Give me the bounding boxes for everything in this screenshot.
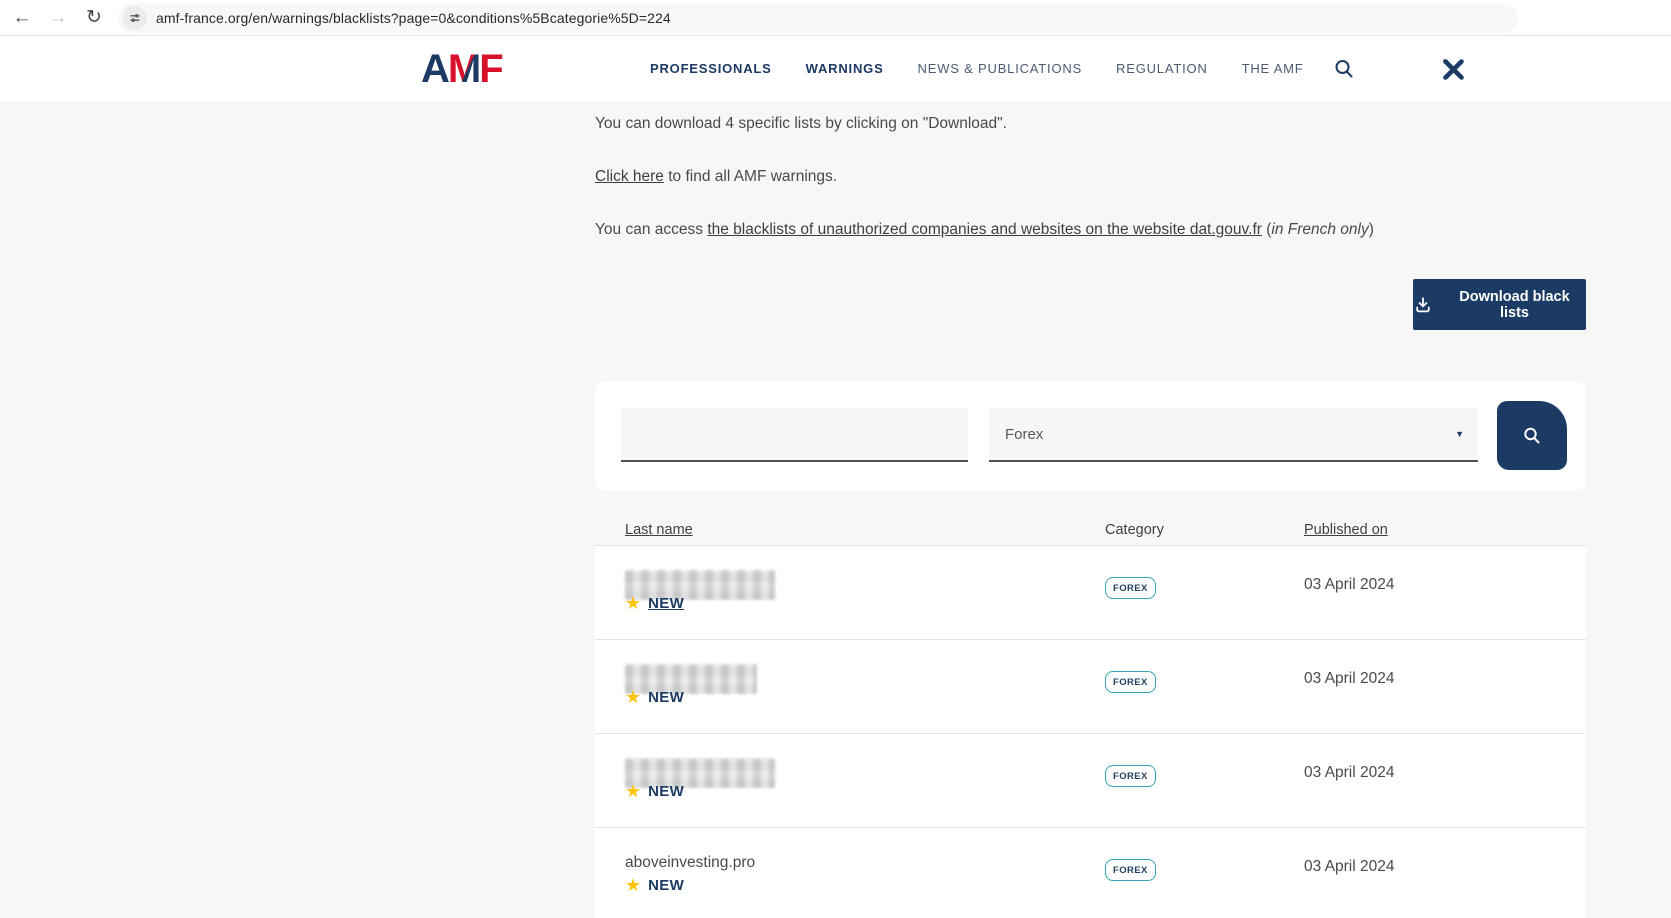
download-blacklists-button[interactable]: Download black lists — [1413, 279, 1586, 330]
published-date: 03 April 2024 — [1304, 858, 1395, 875]
column-header-published[interactable]: Published on — [1304, 522, 1388, 538]
paragraph-3-pre: You can access — [595, 221, 708, 238]
category-badge: FOREX — [1105, 577, 1156, 599]
url-text: amf-france.org/en/warnings/blacklists?pa… — [156, 10, 671, 26]
nav-item-news-publications[interactable]: NEWS & PUBLICATIONS — [917, 61, 1083, 76]
paren-open: ( — [1261, 221, 1272, 238]
click-here-link[interactable]: Click here — [595, 168, 664, 185]
star-icon: ★ — [625, 593, 642, 613]
header-search-icon[interactable] — [1332, 57, 1356, 86]
category-badge: FOREX — [1105, 765, 1156, 787]
published-date: 03 April 2024 — [1304, 764, 1395, 781]
entity-name[interactable] — [625, 664, 757, 694]
nav-item-regulation[interactable]: REGULATION — [1116, 61, 1208, 76]
nav-item-the-amf[interactable]: THE AMF — [1241, 61, 1304, 76]
column-header-category: Category — [1105, 522, 1164, 538]
entity-name[interactable]: aboveinvesting.pro — [625, 854, 756, 871]
chevron-down-icon: ▼ — [1455, 429, 1464, 439]
published-date: 03 April 2024 — [1304, 670, 1395, 687]
entity-name[interactable] — [625, 570, 775, 600]
intro-paragraph-3: You can access the blacklists of unautho… — [595, 219, 1374, 241]
keyword-search-input[interactable] — [621, 408, 968, 462]
download-button-label: Download black lists — [1459, 288, 1570, 321]
star-icon: ★ — [625, 781, 642, 801]
browser-forward-button[interactable]: → — [48, 7, 68, 28]
entity-name[interactable] — [625, 758, 775, 788]
star-icon: ★ — [625, 875, 642, 895]
category-select[interactable]: Forex ▼ — [989, 408, 1478, 462]
new-line: ★ NEW — [625, 688, 684, 706]
new-line: ★ NEW — [625, 782, 684, 800]
table-row[interactable]: ★ NEW FOREX 03 April 2024 — [595, 639, 1586, 733]
new-badge[interactable]: NEW — [648, 688, 685, 706]
logo-letter-m: M — [447, 47, 481, 91]
category-badge: FOREX — [1105, 859, 1156, 881]
browser-back-button[interactable]: ← — [12, 7, 32, 28]
page-main: You can download 4 specific lists by cli… — [0, 101, 1671, 918]
nav-item-professionals[interactable]: PROFESSIONALS — [650, 61, 772, 76]
tools-menu-icon[interactable] — [1441, 57, 1466, 87]
blacklists-external-link[interactable]: the blacklists of unauthorized companies… — [707, 221, 1262, 238]
intro-paragraph-2: Click here to find all AMF warnings. — [595, 166, 837, 188]
new-line: ★ NEW — [625, 594, 684, 612]
published-date: 03 April 2024 — [1304, 576, 1395, 593]
filter-card: Forex ▼ — [595, 381, 1586, 491]
logo-letter-f: F — [479, 47, 503, 91]
table-row[interactable]: aboveinvesting.pro ★ NEW FOREX 03 April … — [595, 827, 1586, 918]
intro-paragraph-1: You can download 4 specific lists by cli… — [595, 115, 1007, 132]
site-header: AMF PROFESSIONALS WARNINGS NEWS & PUBLICAT… — [0, 36, 1671, 101]
category-badge: FOREX — [1105, 671, 1156, 693]
browser-toolbar: ← → ↻ amf-france.org/en/warnings/blackli… — [0, 0, 1671, 36]
amf-logo[interactable]: AMF — [421, 47, 504, 91]
filter-search-button[interactable] — [1497, 401, 1567, 470]
table-body: ★ NEW FOREX 03 April 2024 ★ NEW FOREX 03… — [595, 545, 1586, 918]
new-badge[interactable]: NEW — [648, 782, 685, 800]
search-icon — [1524, 427, 1540, 443]
paren-close: ) — [1368, 221, 1374, 238]
star-icon: ★ — [625, 687, 642, 707]
new-badge[interactable]: NEW — [648, 876, 685, 894]
column-header-last-name[interactable]: Last name — [625, 522, 693, 538]
table-row[interactable]: ★ NEW FOREX 03 April 2024 — [595, 545, 1586, 639]
french-only-note: in French only — [1271, 221, 1369, 238]
nav-item-warnings[interactable]: WARNINGS — [805, 61, 884, 76]
logo-letter-a: A — [421, 47, 450, 91]
tune-icon — [130, 14, 140, 22]
site-settings-icon[interactable] — [123, 6, 147, 30]
main-nav: PROFESSIONALS WARNINGS NEWS & PUBLICATIONS… — [650, 36, 1304, 101]
paragraph-2-text: to find all AMF warnings. — [663, 168, 838, 185]
browser-reload-button[interactable]: ↻ — [86, 7, 102, 28]
category-selected-value: Forex — [1005, 425, 1044, 443]
new-badge[interactable]: NEW — [648, 594, 685, 612]
download-icon — [1416, 296, 1430, 312]
address-bar[interactable]: amf-france.org/en/warnings/blacklists?pa… — [118, 3, 1518, 33]
new-line: ★ NEW — [625, 876, 684, 894]
table-row[interactable]: ★ NEW FOREX 03 April 2024 — [595, 733, 1586, 827]
